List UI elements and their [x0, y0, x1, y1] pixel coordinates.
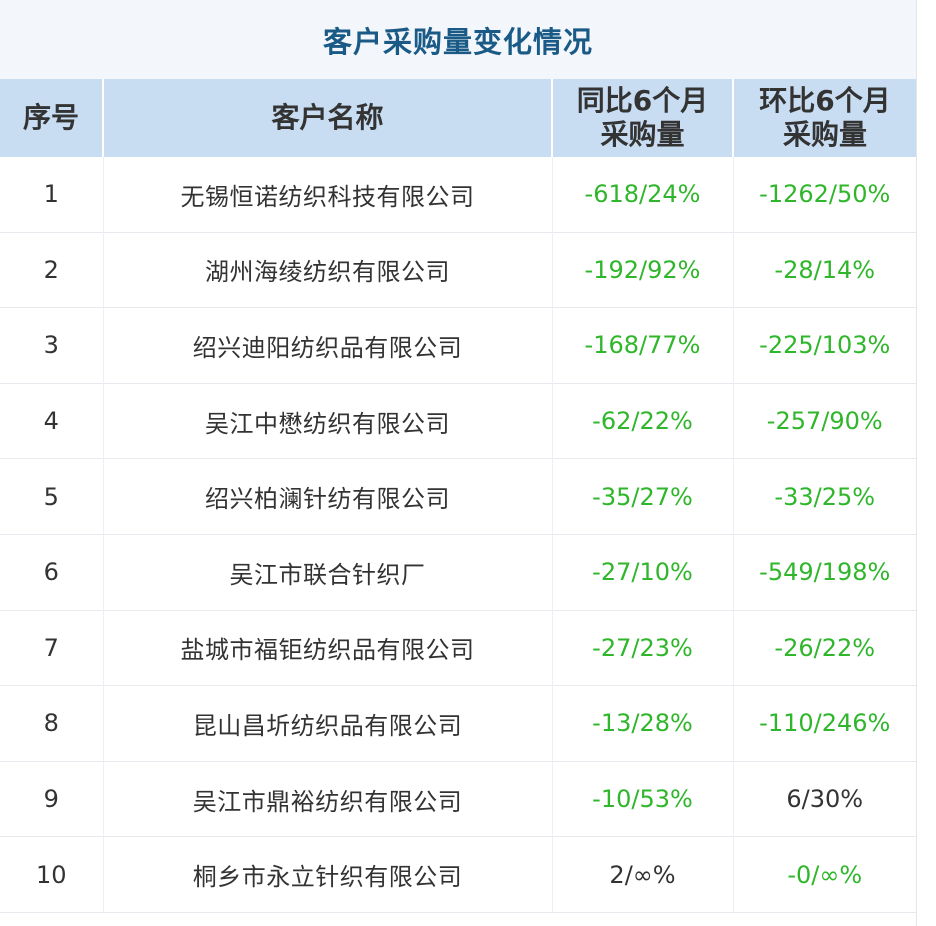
table-row: 2 湖州海绫纺织有限公司 -192/92% -28/14% — [0, 231, 916, 308]
page-title: 客户采购量变化情况 — [322, 24, 593, 59]
mom-value: -225/103% — [732, 307, 916, 384]
mom-value: -0/∞% — [732, 836, 916, 913]
yoy-value: -10/53% — [551, 760, 733, 837]
row-index: 4 — [0, 382, 103, 459]
mom-value: -28/14% — [732, 231, 916, 308]
yoy-value: -27/10% — [551, 533, 733, 611]
yoy-value: -62/22% — [551, 382, 733, 459]
mom-value: -33/25% — [732, 458, 916, 535]
row-index: 5 — [0, 458, 103, 535]
table-row: 8 昆山昌圻纺织品有限公司 -13/28% -110/246% — [0, 685, 916, 762]
yoy-value: 2/∞% — [551, 836, 733, 913]
header-index: 序号 — [0, 79, 103, 157]
customer-name: 吴江市联合针织厂 — [102, 533, 552, 611]
customer-name: 桐乡市永立针织有限公司 — [102, 836, 552, 913]
header-mom: 环比6个月 采购量 — [732, 79, 916, 157]
customer-name: 绍兴柏澜针纺有限公司 — [102, 458, 552, 535]
title-bar: 客户采购量变化情况 — [0, 0, 916, 79]
table-row: 7 盐城市福钜纺织品有限公司 -27/23% -26/22% — [0, 609, 916, 686]
table-row: 9 吴江市鼎裕纺织有限公司 -10/53% 6/30% — [0, 760, 916, 837]
report-panel: 客户采购量变化情况 序号 客户名称 同比6个月 采购量 环比6个月 采购量 1 — [0, 0, 917, 926]
customer-name: 绍兴迪阳纺织品有限公司 — [102, 307, 552, 384]
yoy-value: -168/77% — [551, 307, 733, 384]
yoy-value: -35/27% — [551, 458, 733, 535]
yoy-value: -618/24% — [551, 157, 733, 233]
table-row: 10 桐乡市永立针织有限公司 2/∞% -0/∞% — [0, 836, 916, 913]
table-header-row: 序号 客户名称 同比6个月 采购量 环比6个月 采购量 — [0, 79, 916, 157]
customer-name: 吴江中懋纺织有限公司 — [102, 382, 552, 459]
customer-name: 昆山昌圻纺织品有限公司 — [102, 685, 552, 762]
row-index: 7 — [0, 609, 103, 686]
yoy-value: -13/28% — [551, 685, 733, 762]
table-row: 3 绍兴迪阳纺织品有限公司 -168/77% -225/103% — [0, 307, 916, 384]
row-index: 10 — [0, 836, 103, 913]
mom-value: 6/30% — [732, 760, 916, 837]
yoy-value: -192/92% — [551, 231, 733, 308]
customer-name: 吴江市鼎裕纺织有限公司 — [102, 760, 552, 837]
mom-value: -257/90% — [732, 382, 916, 459]
header-yoy-line1: 同比6个月 — [576, 84, 709, 117]
row-index: 6 — [0, 533, 103, 611]
row-index: 8 — [0, 685, 103, 762]
purchase-change-table: 序号 客户名称 同比6个月 采购量 环比6个月 采购量 1 无锡恒诺纺织科技有限… — [0, 79, 916, 913]
row-index: 1 — [43, 180, 59, 209]
customer-name: 盐城市福钜纺织品有限公司 — [102, 609, 552, 686]
header-mom-line2: 采购量 — [782, 118, 867, 151]
header-customer-name: 客户名称 — [102, 79, 552, 157]
header-mom-line1: 环比6个月 — [759, 84, 891, 117]
table-row: 6 吴江市联合针织厂 -27/10% -549/198% — [0, 533, 916, 611]
mom-value: -26/22% — [732, 609, 916, 686]
mom-value: -1262/50% — [732, 157, 916, 233]
row-index: 9 — [0, 760, 103, 837]
header-yoy: 同比6个月 采购量 — [551, 79, 733, 157]
table-row: 5 绍兴柏澜针纺有限公司 -35/27% -33/25% — [0, 458, 916, 535]
row-index: 3 — [0, 307, 103, 384]
customer-name: 湖州海绫纺织有限公司 — [102, 231, 552, 308]
table-row: 4 吴江中懋纺织有限公司 -62/22% -257/90% — [0, 382, 916, 459]
mom-value: -549/198% — [732, 533, 916, 611]
yoy-value: -27/23% — [551, 609, 733, 686]
customer-name: 无锡恒诺纺织科技有限公司 — [102, 157, 552, 233]
mom-value: -110/246% — [732, 685, 916, 762]
row-index: 2 — [0, 231, 103, 308]
header-yoy-line2: 采购量 — [600, 118, 685, 151]
table-row: 1 无锡恒诺纺织科技有限公司 -618/24% -1262/50% — [0, 157, 916, 233]
